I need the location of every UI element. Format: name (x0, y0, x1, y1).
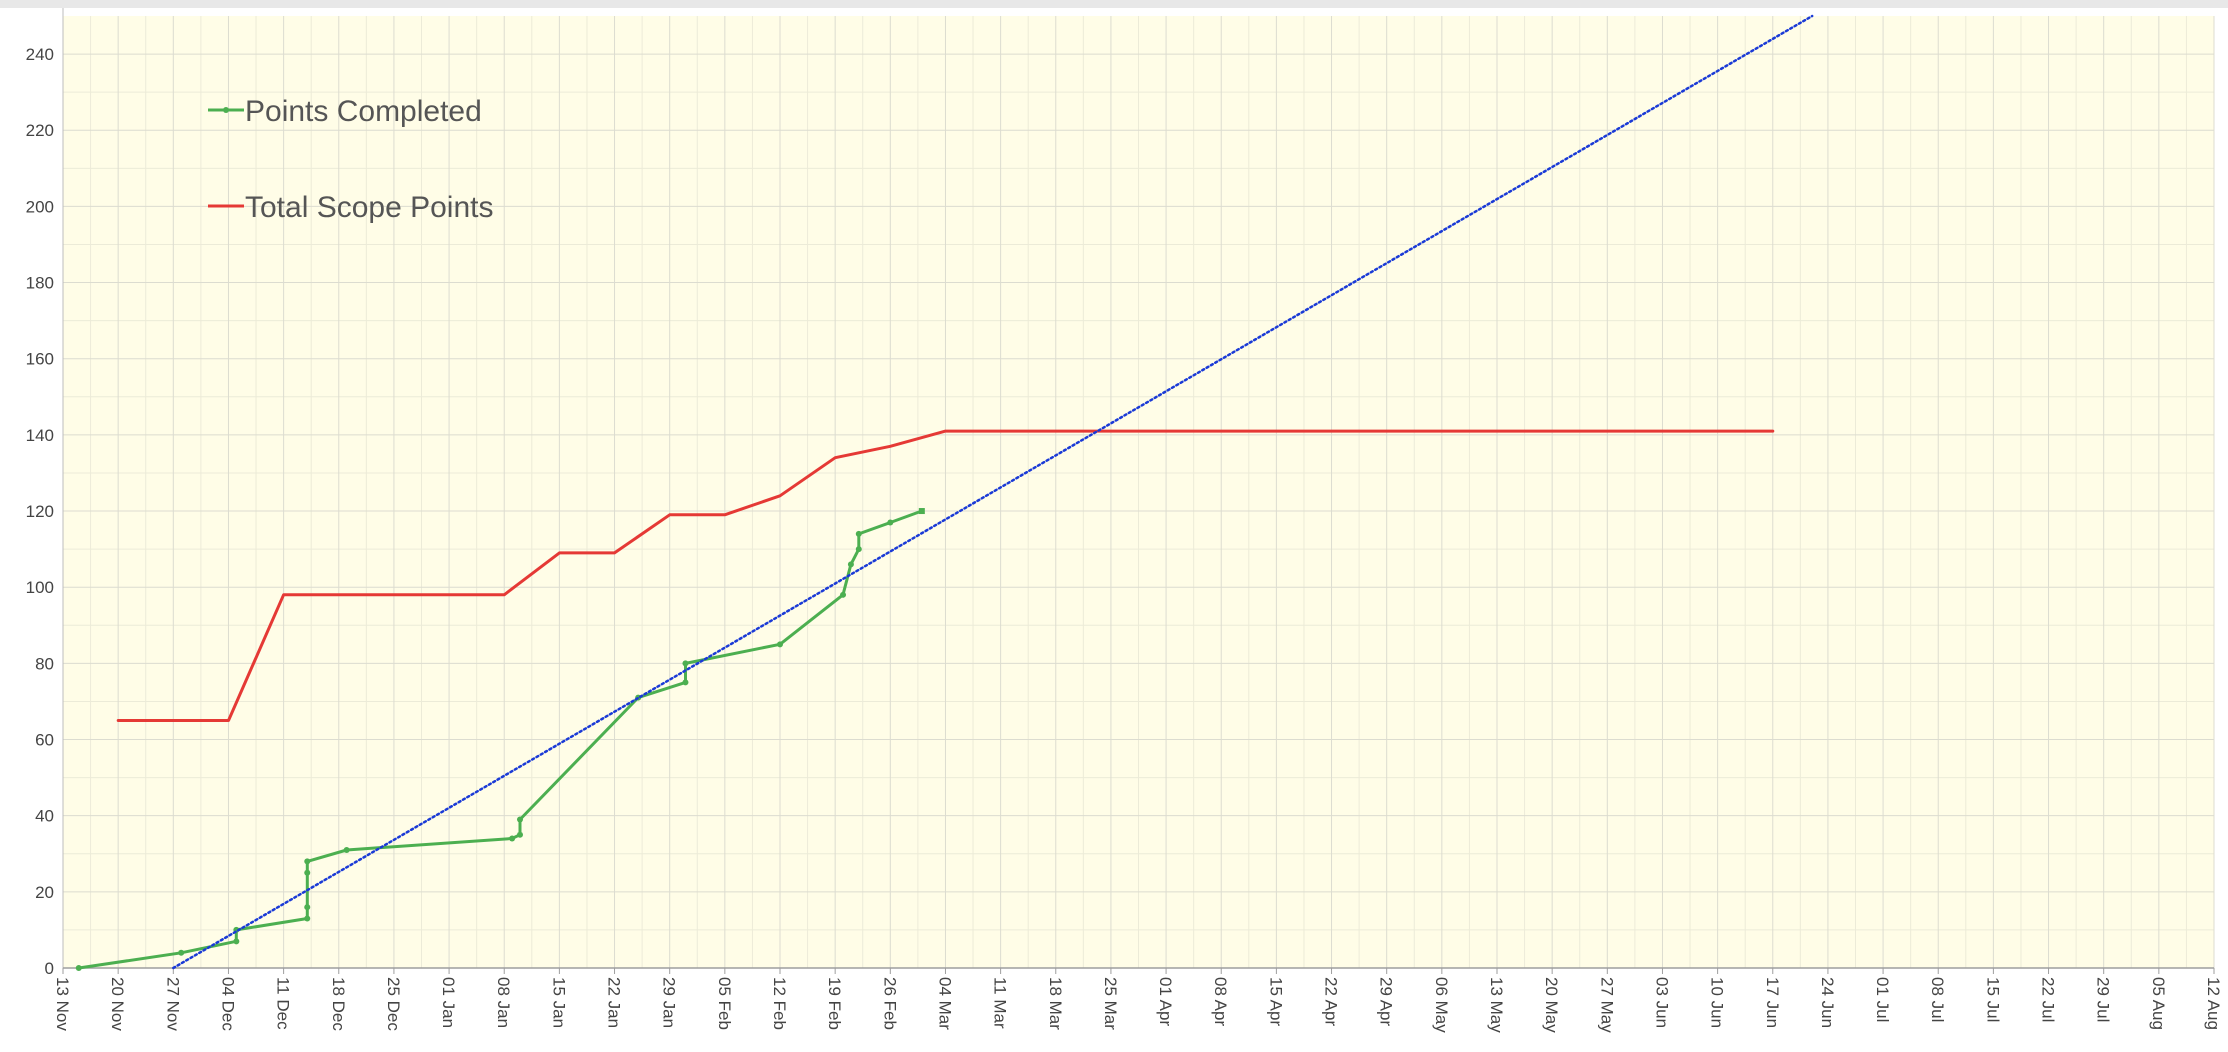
series-layer (75, 14, 1814, 971)
x-tick-label: 10 Jun (1708, 977, 1727, 1028)
x-tick-label: 05 Aug (2149, 977, 2168, 1030)
data-point (777, 641, 783, 648)
x-tick-label: 12 Aug (2204, 977, 2223, 1030)
y-tick-label: 40 (35, 807, 54, 826)
data-point (509, 835, 516, 842)
y-axis-ticks: 0 20 40 60 80 100 120 140 160 180 200 220 240 (26, 45, 54, 978)
x-tick-label: 17 Jun (1763, 977, 1782, 1028)
x-tick-label: 29 Jul (2094, 977, 2113, 1022)
x-tick-label: 13 Nov (53, 977, 72, 1031)
data-point (233, 938, 240, 945)
x-tick-label: 20 May (1542, 977, 1561, 1033)
y-tick-label: 60 (35, 731, 54, 750)
y-tick-label: 180 (26, 274, 54, 293)
data-point (682, 660, 689, 667)
x-tick-label: 08 Jul (1928, 977, 1947, 1022)
x-tick-label: 20 Nov (108, 977, 127, 1031)
x-tick-label: 27 May (1597, 977, 1616, 1033)
legend-item-points-completed: Points Completed (208, 95, 482, 128)
data-point (847, 561, 854, 568)
y-tick-label: 140 (26, 426, 54, 445)
x-tick-label: 04 Dec (218, 977, 237, 1031)
x-tick-label: 24 Jun (1818, 977, 1837, 1028)
y-tick-label: 0 (45, 959, 54, 978)
x-tick-label: 22 Jan (605, 977, 624, 1028)
series-2 (172, 14, 1814, 970)
x-tick-label: 05 Feb (715, 977, 734, 1030)
x-tick-label: 12 Feb (770, 977, 789, 1030)
x-tick-label: 11 Mar (991, 977, 1010, 1029)
data-point (855, 530, 862, 537)
x-tick-label: 04 Mar (935, 977, 954, 1030)
x-tick-label: 25 Mar (1101, 977, 1120, 1030)
major-gridlines (63, 16, 2215, 968)
legend: Points Completed Total Scope Points (208, 95, 493, 224)
x-tick-label: 01 Apr (1156, 977, 1175, 1026)
data-point (343, 846, 350, 853)
x-tick-label: 15 Jul (1983, 977, 2002, 1022)
x-tick-label: 27 Nov (163, 977, 182, 1031)
y-tick-label: 20 (35, 883, 54, 902)
data-point (840, 591, 847, 598)
x-tick-label: 29 Apr (1377, 977, 1396, 1026)
axes (62, 8, 2214, 969)
x-tick-label: 08 Apr (1211, 977, 1230, 1026)
data-point (75, 965, 82, 971)
data-point (178, 949, 185, 956)
series-line-0 (77, 509, 924, 970)
x-tick-label: 08 Jan (494, 977, 513, 1028)
x-tick-label: 15 Apr (1266, 977, 1285, 1026)
series-0 (75, 508, 925, 971)
x-tick-label: 06 May (1432, 977, 1451, 1033)
y-tick-label: 80 (35, 654, 54, 673)
y-tick-label: 240 (26, 45, 54, 64)
x-tick-label: 13 May (1487, 977, 1506, 1033)
data-point (516, 816, 523, 823)
trendline (172, 14, 1814, 970)
legend-item-total-scope-points: Total Scope Points (208, 191, 493, 224)
y-tick-label: 220 (26, 121, 54, 140)
chart-frame-top (0, 0, 2228, 8)
x-tick-label: 29 Jan (660, 977, 679, 1028)
data-point (855, 546, 862, 553)
y-tick-label: 200 (26, 197, 54, 216)
x-tick-label: 19 Feb (825, 977, 844, 1030)
data-point (304, 915, 311, 922)
legend-label-total-scope-points: Total Scope Points (245, 191, 493, 224)
x-tick-label: 22 Apr (1322, 977, 1341, 1026)
x-tick-label: 25 Dec (384, 977, 403, 1031)
data-point (682, 679, 689, 686)
x-tick-label: 03 Jun (1652, 977, 1671, 1028)
x-tick-label: 15 Jan (549, 977, 568, 1028)
data-point (304, 858, 311, 865)
series-1 (116, 429, 1775, 722)
x-tick-label: 18 Mar (1046, 977, 1065, 1030)
legend-label-points-completed: Points Completed (245, 95, 482, 128)
x-tick-label: 11 Dec (274, 977, 293, 1030)
x-axis-ticks: 13 Nov 20 Nov 27 Nov 04 Dec 11 Dec 18 Dec 25 D… (53, 968, 2223, 1033)
x-tick-label: 22 Jul (2039, 977, 2058, 1022)
y-tick-label: 120 (26, 502, 54, 521)
data-point (516, 831, 523, 838)
x-tick-label: 01 Jul (1873, 977, 1892, 1022)
data-point (918, 508, 925, 515)
x-tick-label: 18 Dec (329, 977, 348, 1031)
data-point (304, 904, 311, 911)
x-tick-label: 01 Jan (439, 977, 458, 1028)
y-tick-label: 160 (26, 350, 54, 369)
data-point (887, 519, 894, 526)
x-tick-label: 26 Feb (880, 977, 899, 1030)
minor-gridlines (63, 16, 2214, 968)
legend-marker-points-completed (223, 107, 229, 113)
series-line-1 (116, 429, 1775, 722)
data-point (304, 869, 311, 876)
y-tick-label: 100 (26, 578, 54, 597)
